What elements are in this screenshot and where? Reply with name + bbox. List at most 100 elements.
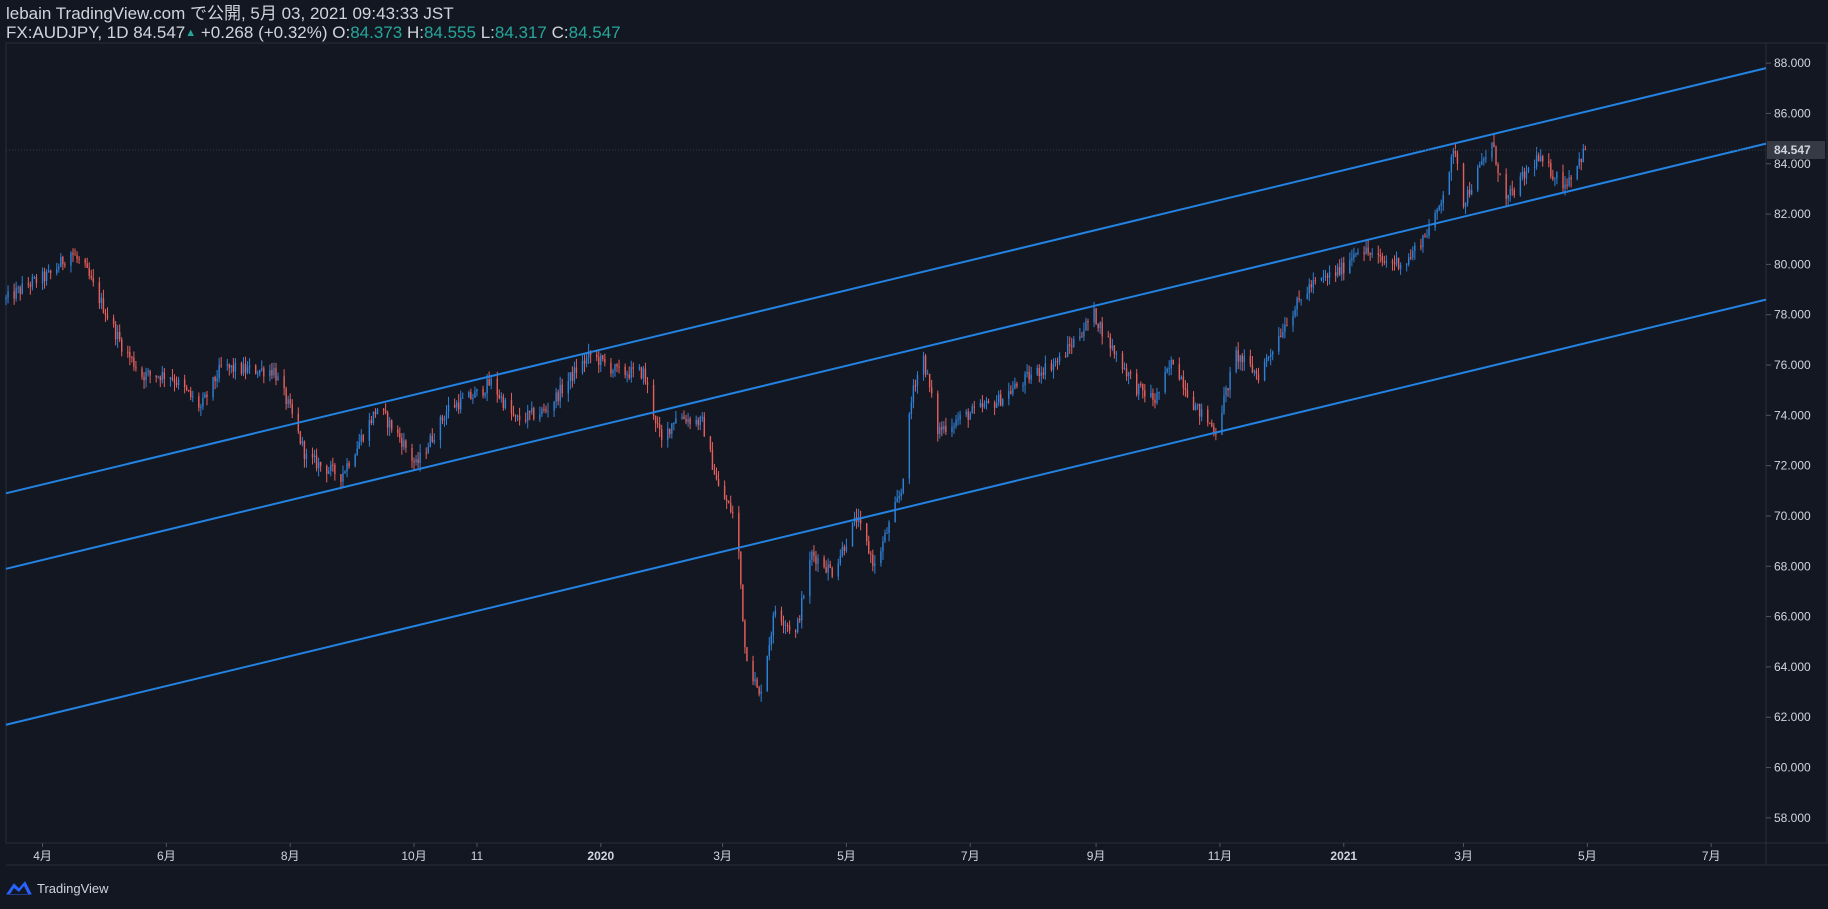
candle-body [143,376,145,381]
candle-body [1442,194,1444,204]
candle-body [317,461,320,469]
candle-body [774,610,777,616]
candle-body [1479,164,1481,168]
candle-body [1541,156,1544,162]
candle-body [43,271,46,281]
candle-body [104,312,107,315]
candle-body [1036,367,1038,375]
candle-body [484,393,486,396]
candle-body [756,679,758,688]
x-tick-label: 6月 [157,849,176,863]
candle-body [496,378,498,395]
candle-body [709,436,712,450]
candle-body [500,396,503,398]
candle-body [1448,172,1451,195]
x-tick-label: 7月 [1702,849,1721,863]
candle-body [299,431,302,444]
candle-body [916,374,919,386]
candle-body [49,270,52,274]
x-tick-label: 3月 [713,849,732,863]
channel-line-lower[interactable] [5,298,1767,726]
candle-body [1578,158,1580,166]
candle-body [1454,150,1457,154]
up-arrow-icon: ▲ [185,27,197,39]
candle-body [56,269,58,274]
candle-body [1115,353,1118,355]
candle-body [669,428,671,434]
low-value: 84.317 [494,23,547,42]
candle-body [90,275,92,278]
candle-body [711,449,714,470]
candle-body [628,374,630,378]
candle-body [386,412,389,428]
candle-body [368,420,371,441]
tradingview-logo[interactable]: TradingView [6,880,109,896]
trend-channel[interactable] [5,67,1767,726]
candle-body [263,368,265,377]
candle-body [882,541,884,552]
candle-body [695,419,697,424]
candle-body [1087,320,1089,323]
brand-name: TradingView [37,880,109,896]
candle-body [1180,376,1183,380]
candle-body [997,394,1000,403]
candle-body [29,284,32,287]
symbol-label[interactable]: FX:AUDJPY, 1D [6,23,129,42]
channel-line-upper[interactable] [5,67,1767,495]
candle-body [1144,390,1146,397]
candle-body [17,287,19,289]
candle-body [120,339,123,352]
candle-body [784,625,787,627]
candle-body [1142,383,1144,391]
candle-body [880,551,882,564]
candle-body [1338,267,1341,275]
candle-body [362,435,364,441]
x-tick-label: 11月 [1208,849,1232,863]
candle-body [13,291,15,299]
candle-body [1580,158,1582,163]
candle-body [1509,189,1511,195]
candle-body [1349,259,1351,274]
open-value: 84.373 [350,23,403,42]
candle-body [472,397,474,399]
last-price: 84.547 [133,23,186,42]
candle-body [230,365,233,368]
candle-body [1298,297,1300,300]
y-tick-label: 62.000 [1774,710,1811,724]
candle-body [21,283,23,294]
candle-body [356,448,358,455]
candle-body [796,619,799,633]
candle-body [985,400,988,404]
candle-body [922,355,925,375]
candle-body [953,425,955,427]
candle-body [1440,203,1442,206]
candle-body [401,438,403,447]
candle-body [1152,393,1154,400]
candle-body [455,402,458,408]
candle-body [1066,344,1069,357]
candle-body [740,551,742,585]
candle-body [88,267,90,276]
candle-body [945,425,947,432]
candle-body [553,401,555,411]
candle-body [1438,205,1440,210]
candle-body [926,373,929,375]
open-label: O: [332,23,351,42]
candle-body [346,463,348,472]
candle-body [453,405,456,408]
candle-body [581,360,584,373]
candle-body [248,365,251,368]
candle-body [760,691,762,694]
candle-body [841,547,844,556]
candle-body [687,418,689,423]
candle-body [1568,177,1570,186]
candle-body [1306,293,1308,300]
candle-body [689,418,691,424]
candle-body [545,409,547,412]
candle-body [573,367,576,381]
channel-line-middle[interactable] [5,142,1767,570]
candle-body [340,474,342,482]
candle-body [269,370,271,377]
candle-body [319,461,322,466]
